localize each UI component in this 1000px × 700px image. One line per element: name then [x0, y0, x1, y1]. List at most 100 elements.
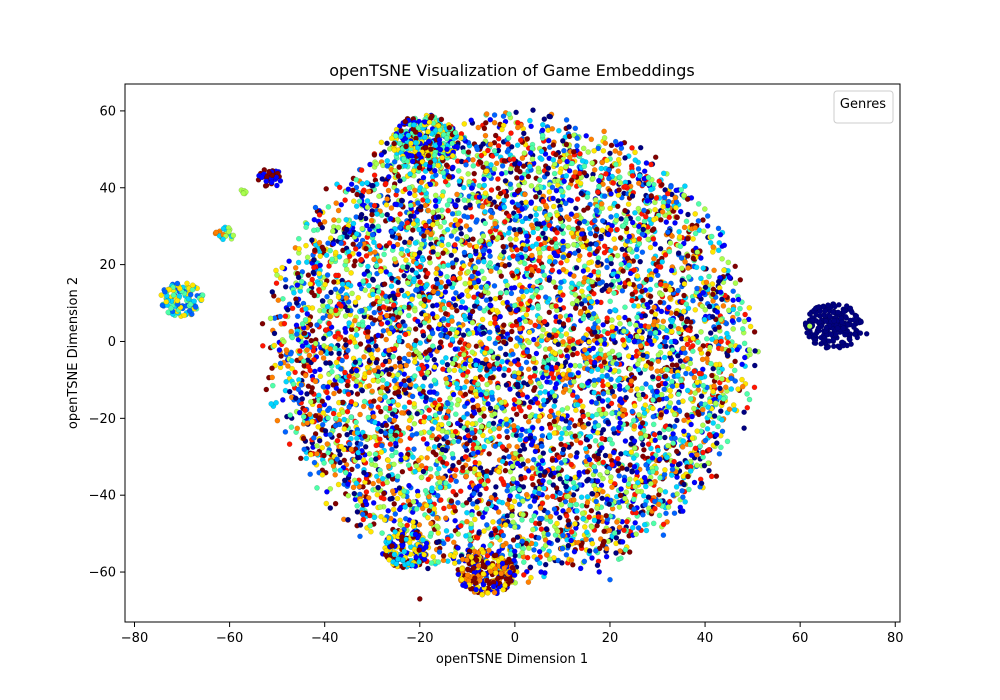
scatter-point	[598, 482, 605, 488]
scatter-point	[325, 240, 331, 246]
scatter-point	[461, 351, 467, 358]
scatter-point	[739, 383, 746, 390]
scatter-point	[586, 260, 592, 266]
scatter-point	[406, 312, 412, 319]
scatter-point	[492, 340, 499, 347]
scatter-point	[289, 358, 295, 364]
scatter-point	[667, 350, 673, 357]
scatter-point	[587, 230, 594, 237]
scatter-point	[652, 206, 658, 213]
scatter-point	[353, 383, 359, 389]
scatter-point	[481, 182, 488, 189]
scatter-point	[586, 251, 593, 258]
scatter-point	[482, 220, 488, 227]
scatter-point	[739, 376, 745, 383]
scatter-point	[522, 191, 528, 198]
scatter-point	[626, 281, 633, 287]
scatter-point	[425, 270, 431, 277]
scatter-point	[635, 215, 642, 222]
scatter-point	[348, 414, 355, 420]
scatter-point	[550, 482, 557, 488]
scatter-point	[657, 245, 664, 252]
scatter-point	[610, 271, 616, 277]
scatter-point	[286, 388, 293, 395]
scatter-point	[570, 392, 576, 398]
scatter-point	[551, 327, 558, 333]
scatter-point	[525, 173, 532, 180]
scatter-point	[533, 350, 540, 357]
scatter-point	[461, 249, 468, 256]
scatter-point	[643, 527, 650, 534]
scatter-point	[616, 473, 622, 479]
scatter-point	[511, 422, 517, 429]
scatter-point	[681, 417, 687, 424]
scatter-point	[601, 528, 607, 535]
scatter-point	[403, 257, 409, 263]
scatter-points	[158, 107, 870, 602]
scatter-point	[528, 574, 534, 581]
scatter-point	[483, 297, 490, 303]
scatter-point	[617, 420, 623, 426]
scatter-point	[604, 264, 610, 271]
scatter-point	[440, 169, 447, 176]
scatter-point	[450, 296, 457, 302]
scatter-point	[615, 168, 621, 174]
scatter-point	[563, 513, 570, 519]
scatter-point	[541, 272, 548, 278]
scatter-point	[434, 302, 440, 308]
scatter-point	[610, 180, 617, 186]
scatter-point	[571, 273, 577, 279]
scatter-point	[479, 316, 486, 323]
scatter-point	[660, 318, 667, 325]
scatter-point	[530, 229, 537, 236]
scatter-point	[436, 465, 442, 472]
scatter-point	[645, 441, 652, 447]
scatter-point	[481, 528, 487, 534]
scatter-point	[402, 504, 408, 510]
scatter-point	[445, 408, 452, 415]
scatter-point	[590, 175, 596, 182]
scatter-point	[522, 413, 529, 420]
scatter-point	[616, 524, 623, 531]
scatter-point	[496, 366, 502, 372]
scatter-point	[644, 198, 651, 204]
scatter-point	[629, 297, 635, 304]
scatter-point	[692, 307, 699, 313]
scatter-point	[752, 348, 758, 354]
scatter-point	[379, 530, 385, 536]
scatter-point	[417, 264, 423, 270]
scatter-point	[453, 411, 459, 417]
scatter-point	[577, 565, 584, 572]
scatter-point	[418, 179, 425, 186]
scatter-point	[560, 292, 566, 298]
scatter-point	[577, 363, 583, 369]
scatter-point	[401, 292, 408, 299]
scatter-point	[279, 264, 285, 271]
scatter-point	[696, 370, 703, 377]
scatter-point	[616, 382, 623, 389]
scatter-point	[357, 533, 363, 540]
scatter-point	[513, 236, 519, 242]
scatter-point	[539, 425, 545, 432]
scatter-point	[473, 357, 479, 364]
scatter-point	[421, 418, 427, 425]
scatter-point	[542, 235, 549, 241]
scatter-point	[671, 510, 678, 516]
scatter-point	[618, 451, 624, 457]
scatter-point	[552, 259, 558, 265]
scatter-point	[420, 468, 427, 475]
scatter-point	[491, 112, 498, 118]
scatter-point	[311, 257, 317, 263]
scatter-point	[608, 474, 614, 480]
scatter-point	[577, 151, 583, 157]
scatter-point	[540, 264, 546, 270]
scatter-point	[714, 440, 720, 446]
scatter-point	[490, 234, 496, 241]
scatter-point	[385, 457, 391, 464]
scatter-point	[554, 537, 561, 543]
scatter-point	[463, 234, 470, 240]
scatter-point	[289, 334, 296, 341]
scatter-point	[498, 399, 505, 406]
scatter-point	[309, 418, 315, 425]
scatter-point	[388, 205, 395, 211]
